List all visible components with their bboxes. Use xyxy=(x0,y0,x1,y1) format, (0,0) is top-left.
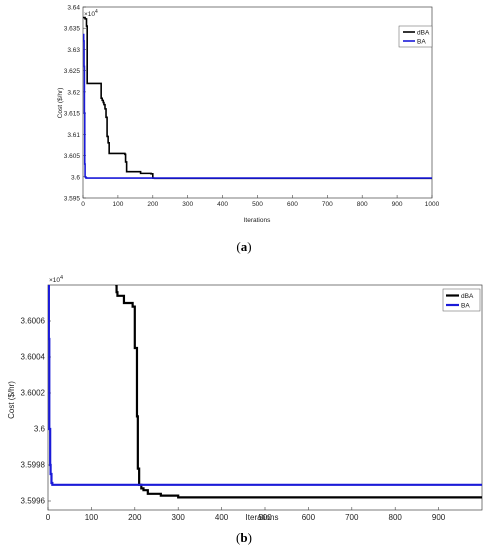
y-multiplier: ×104 xyxy=(49,275,63,284)
x-tick-label: 900 xyxy=(432,513,446,522)
x-tick-label: 700 xyxy=(322,201,333,208)
x-tick-label: 400 xyxy=(215,513,229,522)
legend: dBA BA xyxy=(442,288,481,312)
x-tick-label: 200 xyxy=(128,513,142,522)
x-tick-label: 400 xyxy=(217,201,228,208)
y-tick-label: 3.635 xyxy=(64,26,81,33)
series-line-dba xyxy=(115,285,482,499)
legend: dBA BA xyxy=(398,25,433,48)
legend-label-ba: BA xyxy=(461,303,470,310)
x-tick-label: 1000 xyxy=(425,201,440,208)
y-axis-label: Cost ($/hr) xyxy=(57,88,64,119)
y-tick-label: 3.605 xyxy=(64,153,81,160)
x-tick-label: 300 xyxy=(182,201,193,208)
x-tick-label: 600 xyxy=(287,201,298,208)
x-tick-label: 900 xyxy=(392,201,403,208)
y-tick-label: 3.63 xyxy=(67,47,80,54)
series-line-ba xyxy=(83,33,432,179)
y-axis-label: Cost ($/hr) xyxy=(7,381,16,419)
x-axis: 0 100 200 300 400 500 600 700 800 900 xyxy=(46,507,446,522)
series-group xyxy=(48,285,482,499)
x-tick-label: 300 xyxy=(172,513,186,522)
y-tick-label: 3.615 xyxy=(64,111,81,118)
y-tick-label: 3.6006 xyxy=(21,317,46,326)
x-tick-label: 100 xyxy=(85,513,99,522)
y-multiplier: ×104 xyxy=(84,9,98,18)
x-tick-label: 100 xyxy=(112,201,123,208)
x-tick-label: 600 xyxy=(302,513,316,522)
y-tick-label: 3.6 xyxy=(71,174,80,181)
y-tick-label: 3.5998 xyxy=(21,461,46,470)
x-tick-label: 500 xyxy=(252,201,263,208)
y-tick-label: 3.6004 xyxy=(21,353,46,362)
y-tick-label: 3.62 xyxy=(67,89,80,96)
x-tick-label: 500 xyxy=(258,513,272,522)
x-tick-label: 800 xyxy=(389,513,403,522)
x-tick-label: 700 xyxy=(345,513,359,522)
legend-label-dba: dBA xyxy=(461,293,474,300)
y-tick-label: 3.6002 xyxy=(21,389,46,398)
legend-label-dba: dBA xyxy=(417,30,430,37)
y-tick-label: 3.5996 xyxy=(21,497,46,506)
chart-panel-b: 0 100 200 300 400 500 600 700 800 900 3.5996 3.599… xyxy=(7,275,483,545)
y-tick-label: 3.6 xyxy=(34,425,46,434)
y-tick-label: 3.61 xyxy=(67,132,80,139)
series-group xyxy=(83,16,432,180)
x-tick-label: 800 xyxy=(357,201,368,208)
y-tick-label: 3.595 xyxy=(64,196,81,203)
y-axis: 3.595 3.6 3.605 3.61 3.615 3.62 3.625 3.63 3.635… xyxy=(64,5,86,203)
x-axis-label: Iterations xyxy=(244,217,271,224)
x-axis-label: Iterations xyxy=(246,513,279,522)
y-tick-label: 3.625 xyxy=(64,68,81,75)
series-line-ba xyxy=(48,285,482,486)
legend-label-ba: BA xyxy=(417,39,426,46)
panel-label: (a) xyxy=(236,239,251,254)
y-tick-label: 3.64 xyxy=(67,5,80,12)
x-tick-label: 200 xyxy=(147,201,158,208)
series-line-dba xyxy=(83,16,432,180)
x-tick-label: 0 xyxy=(46,513,51,522)
x-tick-label: 0 xyxy=(81,201,85,208)
x-axis: 0 100 200 300 400 500 600 700 800 900 1000 xyxy=(81,195,440,208)
panel-label: (b) xyxy=(236,530,252,545)
chart-panel-a: 0 100 200 300 400 500 600 700 800 900 1000 3.5953.… xyxy=(57,5,440,255)
